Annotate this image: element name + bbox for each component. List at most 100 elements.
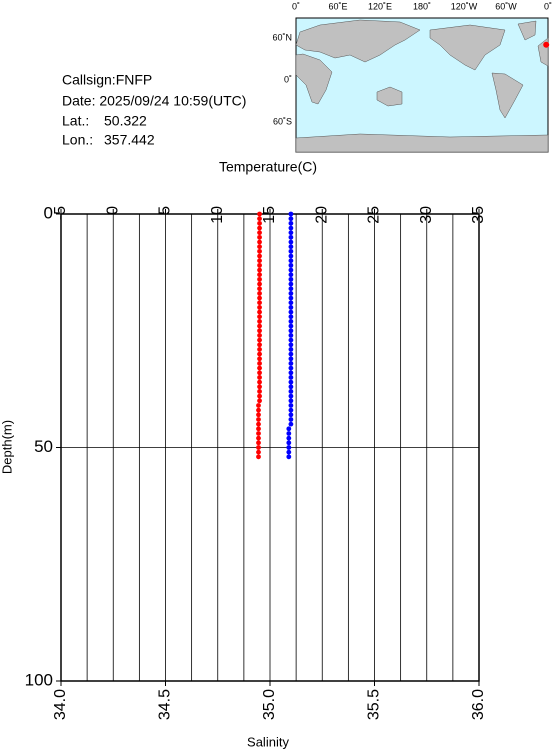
x-axis-title: Salinity bbox=[247, 734, 289, 749]
data-point bbox=[257, 398, 262, 404]
data-point bbox=[257, 328, 262, 334]
data-point bbox=[257, 276, 262, 282]
land bbox=[517, 20, 537, 41]
x-tick-label: 35.0 bbox=[261, 689, 278, 720]
data-point bbox=[286, 445, 292, 450]
data-point bbox=[257, 323, 262, 329]
data-point bbox=[288, 244, 294, 250]
data-point bbox=[257, 267, 262, 273]
data-point bbox=[286, 440, 292, 446]
data-point bbox=[288, 253, 294, 259]
x2-tick-label: 5 bbox=[157, 206, 174, 215]
data-point bbox=[286, 454, 292, 460]
data-point bbox=[288, 300, 294, 306]
data-point bbox=[256, 449, 261, 455]
data-point bbox=[257, 234, 262, 240]
map-lat-label: 60˚N bbox=[272, 32, 292, 42]
map-lat-label: 0˚ bbox=[284, 74, 292, 84]
data-point bbox=[288, 337, 294, 343]
data-point bbox=[288, 276, 294, 282]
map-lon-label: 180˚ bbox=[413, 1, 431, 11]
map-lon-label: 60˚E bbox=[328, 1, 347, 11]
x-tick-label: 36.0 bbox=[470, 689, 487, 720]
data-point bbox=[288, 230, 294, 236]
data-point bbox=[288, 403, 294, 408]
data-point bbox=[288, 417, 294, 422]
data-point bbox=[257, 272, 262, 278]
data-point bbox=[286, 426, 292, 432]
data-point bbox=[288, 398, 294, 404]
y-tick-label: 50 bbox=[34, 437, 53, 456]
data-point bbox=[257, 361, 262, 366]
data-point bbox=[257, 342, 262, 348]
x2-tick-label: -5 bbox=[52, 206, 69, 220]
map-lon-label: 60˚W bbox=[495, 1, 517, 11]
data-point bbox=[256, 426, 261, 432]
data-point bbox=[257, 290, 262, 296]
data-point bbox=[257, 347, 262, 352]
data-point bbox=[288, 319, 294, 324]
data-point bbox=[256, 431, 261, 436]
data-point bbox=[288, 281, 294, 287]
data-point bbox=[288, 258, 294, 264]
lat-value: 50.322 bbox=[104, 113, 147, 129]
data-point bbox=[256, 407, 261, 413]
data-point bbox=[257, 216, 262, 222]
data-point bbox=[288, 323, 294, 329]
data-point bbox=[257, 262, 262, 268]
data-point bbox=[288, 370, 294, 376]
data-point bbox=[257, 384, 262, 390]
x2-tick-label: 35 bbox=[470, 206, 487, 224]
data-point bbox=[257, 365, 262, 371]
data-point bbox=[288, 262, 294, 268]
data-point bbox=[288, 239, 294, 245]
data-point bbox=[257, 295, 262, 301]
data-point bbox=[257, 300, 262, 306]
map-lon-label: 120˚E bbox=[368, 1, 392, 11]
data-point bbox=[257, 393, 262, 399]
world-map bbox=[295, 17, 549, 153]
data-point bbox=[288, 248, 294, 254]
data-point bbox=[288, 220, 294, 226]
data-point bbox=[257, 319, 262, 324]
map-lat-label: 60˚S bbox=[273, 116, 292, 126]
land bbox=[295, 133, 549, 153]
station-marker bbox=[543, 41, 550, 48]
x2-axis-title: Temperature(C) bbox=[219, 159, 317, 175]
data-point bbox=[257, 356, 262, 362]
data-point bbox=[257, 244, 262, 250]
data-point bbox=[288, 361, 294, 366]
data-point bbox=[257, 375, 262, 380]
x-tick-label: 34.5 bbox=[157, 689, 174, 720]
data-point bbox=[288, 384, 294, 390]
data-point bbox=[257, 248, 262, 254]
data-point bbox=[256, 435, 261, 441]
x2-tick-label: 0 bbox=[104, 206, 121, 215]
data-point bbox=[257, 258, 262, 264]
data-point bbox=[286, 431, 292, 436]
data-point bbox=[256, 417, 261, 422]
data-point bbox=[288, 407, 294, 413]
x-tick-label: 35.5 bbox=[366, 689, 383, 720]
data-point bbox=[257, 220, 262, 226]
data-point bbox=[288, 412, 294, 418]
land bbox=[376, 86, 403, 107]
land bbox=[429, 24, 506, 71]
data-point bbox=[256, 403, 261, 408]
data-point bbox=[288, 351, 294, 357]
land bbox=[295, 19, 421, 63]
y-axis-title: Depth(m) bbox=[0, 420, 14, 474]
data-point bbox=[288, 389, 294, 394]
data-point bbox=[257, 239, 262, 245]
callsign: Callsign:FNFP bbox=[62, 72, 152, 88]
map-lon-label: 120˚W bbox=[451, 1, 478, 11]
data-point bbox=[288, 393, 294, 399]
data-point bbox=[257, 225, 262, 231]
lon-value: 357.442 bbox=[104, 132, 155, 148]
data-point bbox=[257, 309, 262, 315]
data-point bbox=[257, 281, 262, 287]
land bbox=[491, 72, 524, 119]
data-point bbox=[257, 230, 262, 236]
data-point bbox=[288, 216, 294, 222]
